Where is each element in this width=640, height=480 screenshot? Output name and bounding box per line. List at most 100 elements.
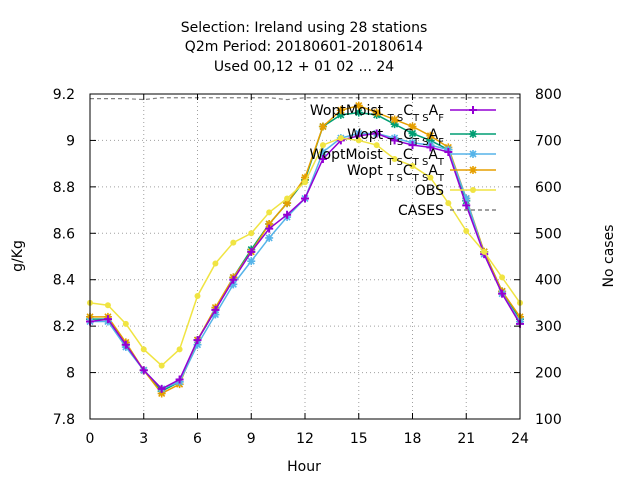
data-point [283,210,292,219]
legend-entry: WoptMoist T SCT SAF [310,103,496,124]
data-point [408,129,417,138]
data-point [158,362,165,369]
y-tick-label: 8.6 [53,226,75,242]
x-tick-label: 21 [457,431,475,447]
legend-text: WoptMoist [310,147,388,163]
legend-label: WoptMoist T SCT SAT [310,147,445,168]
data-point [499,274,506,281]
data-point [265,220,274,228]
data-point [336,106,345,115]
data-point [157,389,166,398]
legend-subscript: T S [412,113,429,124]
axis-ticks: 0 3 6 9 12 15 18 21 24 7.8 8 8.2 8.4 8.6 8.8 9 9.2 100 200… [53,87,562,447]
data-point [318,155,327,163]
data-point [122,320,129,327]
series-2 [86,129,524,393]
data-point [265,233,274,242]
data-point [481,248,488,255]
series-1 [86,108,524,396]
series-3 [86,101,524,398]
x-tick-label: 18 [404,431,422,447]
legend-entry: OBS [415,183,496,199]
legend-subscript: T S [412,173,429,184]
legend-subscript: T S [387,137,404,148]
legend-text: A [428,163,438,179]
x-tick-label: 6 [193,431,202,447]
data-point [463,227,470,234]
y-tick-label: 8.2 [53,319,75,335]
data-point [212,260,219,267]
y2-tick-label: 500 [535,226,562,242]
data-point [103,315,112,324]
legend-label: CASES [398,203,444,219]
data-point [337,135,344,142]
y-tick-label: 8.4 [53,273,75,289]
y2-axis-label: No cases [601,225,617,288]
legend-text: Wopt [347,127,387,143]
y2-tick-label: 100 [535,412,562,428]
data-point [427,174,434,181]
y-tick-label: 8.8 [53,180,75,196]
data-point [247,247,256,256]
cases-series [90,97,520,101]
legend-text: WoptMoist [310,103,388,119]
legend-subscript: F [438,137,444,148]
y-tick-label: 7.8 [53,412,75,428]
legend-subscript: T S [386,173,403,184]
data-point [426,143,435,152]
legend-text: Wopt [347,163,387,179]
data-point [319,142,326,149]
legend-text: A [428,147,438,163]
data-point [462,194,471,203]
data-point [265,224,274,233]
y2-tick-label: 600 [535,180,562,196]
data-point [247,257,256,266]
legend-text: C [403,163,413,179]
y2-tick-label: 700 [535,133,562,149]
legend-subscript: T S [412,137,429,148]
legend-entry: Wopt T SCT SAF [347,127,496,148]
data-point [372,129,381,138]
x-tick-label: 24 [511,431,529,447]
data-point [390,115,399,124]
legend-text: C [403,103,413,119]
title-line-1: Selection: Ireland using 28 stations [181,20,428,36]
x-tick-label: 0 [86,431,95,447]
data-series [86,101,524,398]
y2-tick-label: 200 [535,366,562,382]
data-point [498,289,507,298]
data-point [266,209,273,216]
legend-text: C [403,127,413,143]
data-point [445,200,452,207]
data-point [302,179,308,186]
legend-subscript: T [437,157,445,168]
data-point [373,142,380,149]
data-point [193,336,202,345]
series-line [90,97,520,101]
data-point [426,131,435,140]
data-point [470,187,476,193]
y-tick-label: 9.2 [53,87,75,103]
legend-label: OBS [415,183,444,199]
y2-tick-label: 400 [535,273,562,289]
x-tick-label: 9 [247,431,256,447]
data-point [248,230,255,237]
y2-tick-label: 800 [535,87,562,103]
legend-entry: Wopt T SCT SAT [347,163,496,184]
x-axis-label: Hour [287,459,321,475]
data-point [469,166,477,174]
legend-subscript: T [437,173,445,184]
legend-label: Wopt T SCT SAT [347,163,445,184]
data-point [284,195,291,202]
data-point [318,148,327,157]
grid-lines [90,94,520,419]
data-point [426,136,435,145]
legend-subscript: T S [386,157,403,168]
data-point [211,305,220,314]
data-point [391,156,398,162]
y-tick-label: 9 [66,133,75,149]
data-point [140,346,147,353]
title-line-3: Used 00,12 + 01 02 ... 24 [214,59,394,75]
